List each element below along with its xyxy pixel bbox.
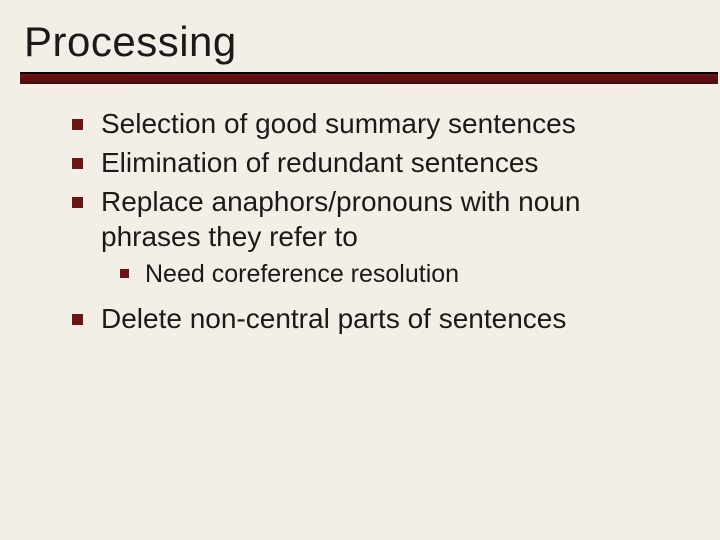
sub-bullet-list: Need coreference resolution	[72, 258, 680, 291]
slide-title: Processing	[20, 18, 720, 66]
list-item-text: Delete non-central parts of sentences	[101, 301, 566, 336]
list-item: Delete non-central parts of sentences	[72, 301, 680, 336]
list-item-text: Need coreference resolution	[145, 258, 459, 291]
bullet-list: Selection of good summary sentences Elim…	[72, 106, 680, 336]
list-item-text: Replace anaphors/pronouns with noun phra…	[101, 184, 661, 254]
list-item: Selection of good summary sentences	[72, 106, 680, 141]
square-bullet-icon	[72, 314, 83, 325]
list-item-text: Elimination of redundant sentences	[101, 145, 538, 180]
square-bullet-icon	[72, 158, 83, 169]
slide-body: Selection of good summary sentences Elim…	[20, 84, 720, 336]
square-bullet-icon	[72, 197, 83, 208]
list-item: Need coreference resolution	[120, 258, 680, 291]
square-bullet-icon	[120, 269, 129, 278]
list-item-text: Selection of good summary sentences	[101, 106, 576, 141]
slide: Processing Selection of good summary sen…	[0, 0, 720, 540]
list-item: Elimination of redundant sentences	[72, 145, 680, 180]
square-bullet-icon	[72, 119, 83, 130]
list-item: Replace anaphors/pronouns with noun phra…	[72, 184, 680, 297]
title-underline	[20, 72, 718, 84]
title-underline-bar	[20, 74, 718, 84]
